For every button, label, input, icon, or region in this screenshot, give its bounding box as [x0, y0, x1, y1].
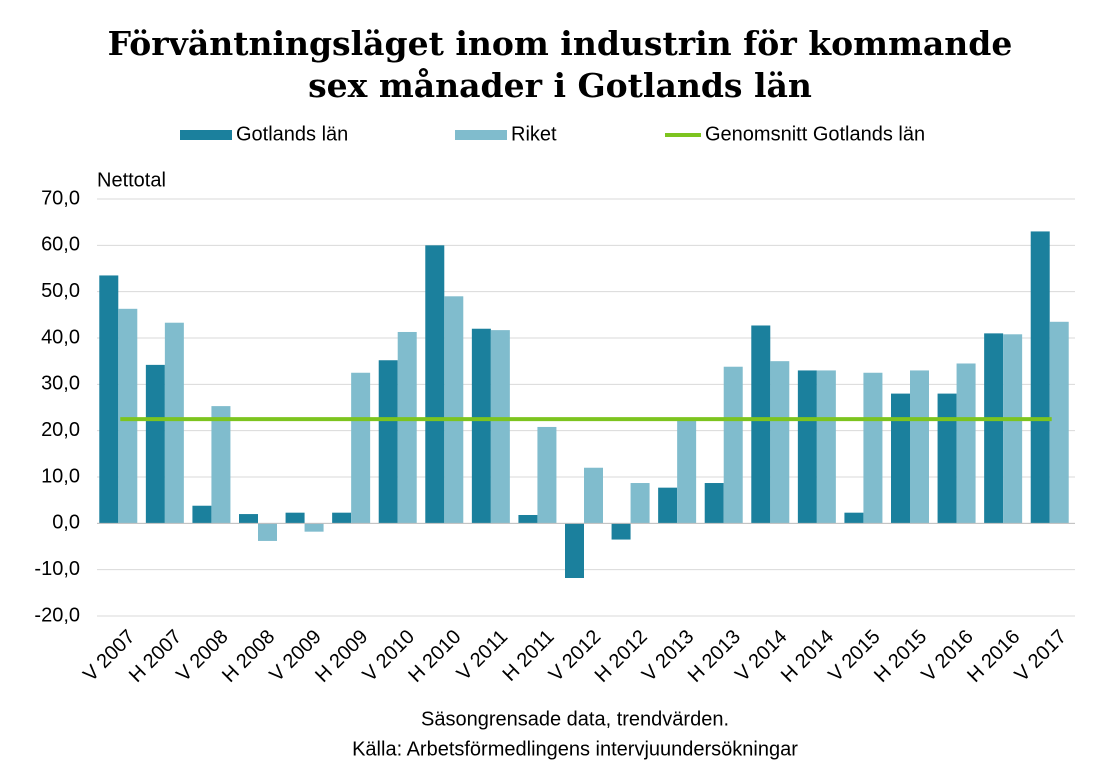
- bar: [1049, 321, 1069, 524]
- bar: [770, 361, 790, 524]
- bar: [378, 360, 398, 524]
- x-tick-label: H 2012: [591, 626, 652, 687]
- bar: [910, 370, 929, 524]
- legend-swatch: [455, 130, 507, 140]
- bar: [258, 523, 277, 541]
- y-tick-label: 70,0: [41, 187, 80, 209]
- x-tick-label: H 2016: [963, 626, 1024, 687]
- bar: [1030, 231, 1050, 524]
- x-tick-label: H 2011: [499, 626, 559, 686]
- y-tick-label: 30,0: [41, 373, 80, 395]
- y-tick-label: 0,0: [52, 512, 80, 534]
- bar: [984, 333, 1004, 524]
- legend-label: Riket: [511, 123, 557, 145]
- bar: [211, 406, 231, 524]
- bar: [164, 322, 184, 524]
- legend-swatch: [180, 130, 232, 140]
- x-tick-label: V 2017: [1011, 626, 1071, 686]
- bar: [797, 370, 817, 524]
- y-tick-label: 10,0: [41, 465, 80, 487]
- y-tick-label: -20,0: [34, 604, 80, 626]
- bar: [304, 523, 324, 532]
- x-tick-label: H 2007: [125, 626, 186, 687]
- legend-label: Gotlands län: [236, 123, 348, 145]
- bar: [723, 366, 743, 524]
- x-tick-label: H 2013: [684, 626, 745, 687]
- bar: [425, 245, 445, 524]
- bar: [956, 363, 976, 524]
- x-tick-label: H 2015: [870, 626, 931, 687]
- bar: [751, 325, 771, 524]
- bar: [537, 426, 557, 524]
- footer: Säsongrensade data, trendvärden.: [421, 708, 729, 730]
- bar: [145, 364, 165, 524]
- bar: [471, 328, 491, 524]
- bar: [118, 308, 138, 524]
- bar: [844, 512, 864, 524]
- bar: [677, 420, 697, 524]
- chart-title: sex månader i Gotlands län: [308, 66, 812, 105]
- bar: [1003, 334, 1023, 524]
- bar: [192, 505, 212, 524]
- bar: [891, 393, 910, 524]
- y-axis-label: Nettotal: [97, 169, 166, 191]
- bar: [658, 487, 678, 524]
- x-tick-label: H 2014: [777, 626, 838, 687]
- x-tick-label: H 2010: [404, 626, 465, 687]
- bar: [565, 523, 584, 579]
- bar: [285, 512, 305, 524]
- y-tick-label: 20,0: [41, 419, 80, 441]
- bar: [937, 393, 957, 524]
- bar: [584, 467, 603, 524]
- legend-label: Genomsnitt Gotlands län: [705, 123, 925, 145]
- y-tick-label: 40,0: [41, 326, 80, 348]
- footer: Källa: Arbetsförmedlingens intervjuunder…: [352, 738, 798, 760]
- bar: [863, 372, 883, 524]
- bar: [99, 275, 119, 524]
- y-tick-label: -10,0: [34, 558, 80, 580]
- bar: [816, 370, 836, 524]
- bar: [444, 296, 464, 524]
- bar: [611, 523, 631, 540]
- bar: [630, 483, 650, 524]
- bar: [397, 331, 417, 524]
- bar: [351, 372, 371, 524]
- bar: [239, 514, 258, 524]
- x-tick-label: H 2008: [218, 626, 279, 687]
- y-tick-label: 50,0: [41, 280, 80, 302]
- x-tick-label: H 2009: [311, 626, 372, 687]
- y-tick-label: 60,0: [41, 234, 80, 256]
- bar: [518, 514, 538, 524]
- chart-title: Förväntningsläget inom industrin för kom…: [108, 24, 1013, 63]
- bar: [332, 512, 352, 524]
- bar: [490, 330, 510, 524]
- bar: [704, 483, 724, 524]
